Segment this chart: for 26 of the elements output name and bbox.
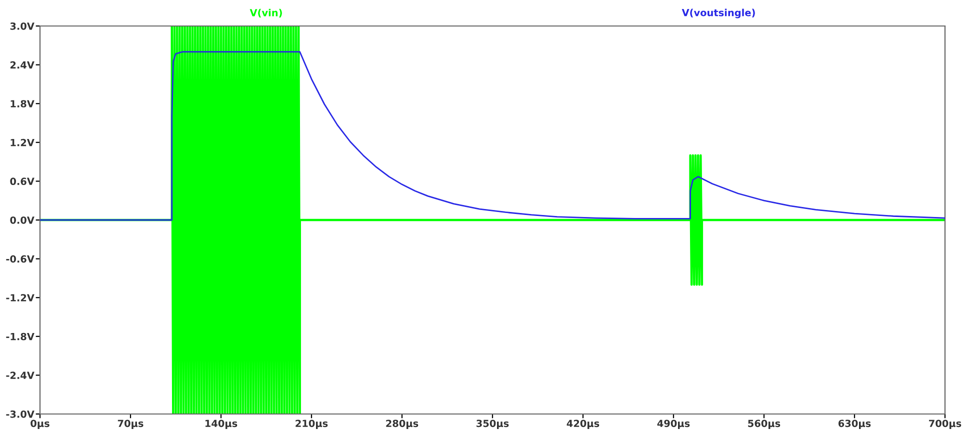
y-tick-label: -1.2V <box>6 294 34 302</box>
x-tick-label: 490µs <box>657 420 690 429</box>
x-tick-label: 0µs <box>30 420 50 429</box>
y-tick-label: -2.4V <box>6 372 34 379</box>
y-tick-label: -0.6V <box>6 255 34 263</box>
x-tick-label: 210µs <box>296 420 328 429</box>
x-tick-label: 700µs <box>929 420 962 429</box>
series-label: V(vin) <box>250 8 282 18</box>
y-tick-label: 0.0V <box>10 216 34 224</box>
x-tick-label: 350µs <box>476 420 509 429</box>
y-tick-label: 1.8V <box>10 100 34 108</box>
y-tick-label: -3.0V <box>6 410 34 418</box>
x-tick-label: 420µs <box>566 420 600 429</box>
y-tick-label: -1.8V <box>6 332 34 340</box>
y-tick-label: 1.2V <box>10 138 34 146</box>
y-tick-label: 2.4V <box>10 61 34 68</box>
x-tick-label: 560µs <box>748 420 780 429</box>
x-tick-label: 70µs <box>118 420 144 429</box>
line-series <box>40 26 945 414</box>
x-tick-label: 280µs <box>386 420 418 429</box>
line-series <box>40 51 945 221</box>
y-tick-label: 0.6V <box>10 178 34 186</box>
y-tick-label: 3.0V <box>10 22 34 30</box>
x-tick-label: 630µs <box>838 420 871 429</box>
text: V(voutsingle) <box>682 8 755 18</box>
x-tick-label: 140µs <box>205 420 238 429</box>
